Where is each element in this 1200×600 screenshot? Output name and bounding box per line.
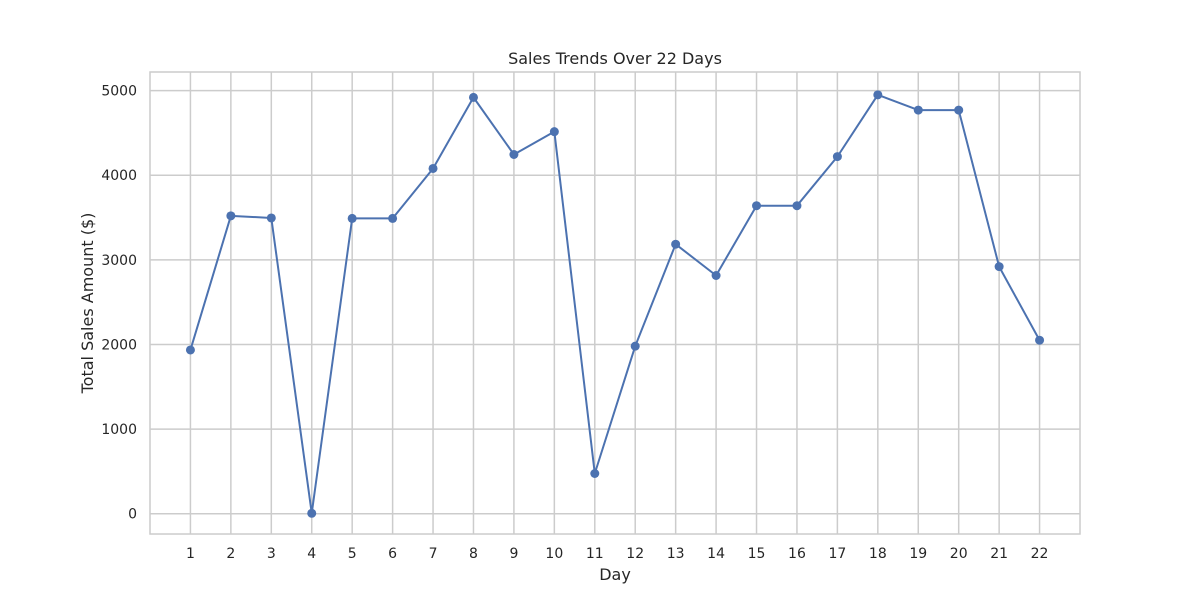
data-point (347, 213, 357, 223)
y-tick-label: 5000 (101, 84, 137, 100)
data-point (913, 105, 923, 115)
data-point (671, 239, 681, 249)
data-point (873, 90, 883, 100)
x-tick-label: 3 (267, 546, 276, 562)
data-point (792, 201, 802, 211)
x-tick-label: 1 (186, 546, 195, 562)
data-point (630, 341, 640, 351)
data-point (832, 152, 842, 162)
x-tick-label: 16 (788, 546, 806, 562)
data-point (388, 213, 398, 223)
data-point (752, 201, 762, 211)
x-tick-label: 9 (509, 546, 518, 562)
x-tick-label: 8 (469, 546, 478, 562)
y-axis-title: Total Sales Amount ($) (78, 213, 97, 395)
x-axis-ticks: 1 2 3 4 5 6 7 8 9 10 11 12 13 14 15 16 17 18 19 20 21 22 (186, 546, 1049, 562)
data-point (509, 150, 519, 159)
data-point (954, 105, 964, 115)
data-point (711, 271, 721, 280)
data-point (468, 92, 478, 102)
x-tick-label: 18 (869, 546, 887, 562)
data-point (590, 469, 600, 478)
data-point (266, 213, 276, 223)
x-tick-label: 21 (990, 546, 1008, 562)
x-tick-label: 2 (226, 546, 235, 562)
data-point (994, 262, 1004, 272)
y-axis-ticks: 0 1000 2000 3000 4000 5000 (101, 84, 137, 523)
y-tick-label: 0 (128, 507, 137, 523)
y-tick-label: 1000 (101, 422, 137, 438)
data-point (226, 211, 236, 221)
chart-title: Sales Trends Over 22 Days (508, 49, 722, 68)
data-point (1035, 335, 1045, 345)
x-tick-label: 12 (626, 546, 644, 562)
series-line (189, 93, 1041, 515)
x-tick-label: 19 (909, 546, 927, 562)
series-layer (185, 90, 1045, 518)
x-tick-label: 22 (1031, 546, 1049, 562)
data-point (185, 345, 195, 355)
data-point (307, 508, 317, 518)
data-point (428, 163, 438, 173)
x-tick-label: 13 (667, 546, 685, 562)
x-tick-label: 14 (707, 546, 725, 562)
x-tick-label: 11 (586, 546, 604, 562)
x-axis-title: Day (599, 565, 631, 584)
x-tick-label: 15 (748, 546, 766, 562)
x-tick-label: 17 (828, 546, 846, 562)
plot-frame (149, 71, 1081, 535)
x-tick-label: 10 (545, 546, 563, 562)
x-tick-label: 7 (429, 546, 438, 562)
y-tick-label: 2000 (101, 337, 137, 353)
y-tick-label: 3000 (101, 253, 137, 269)
data-point (549, 127, 559, 137)
x-tick-label: 20 (950, 546, 968, 562)
x-tick-label: 5 (348, 546, 357, 562)
grid (150, 72, 1080, 534)
x-tick-label: 6 (388, 546, 397, 562)
y-tick-label: 4000 (101, 168, 137, 184)
x-tick-label: 4 (307, 546, 316, 562)
